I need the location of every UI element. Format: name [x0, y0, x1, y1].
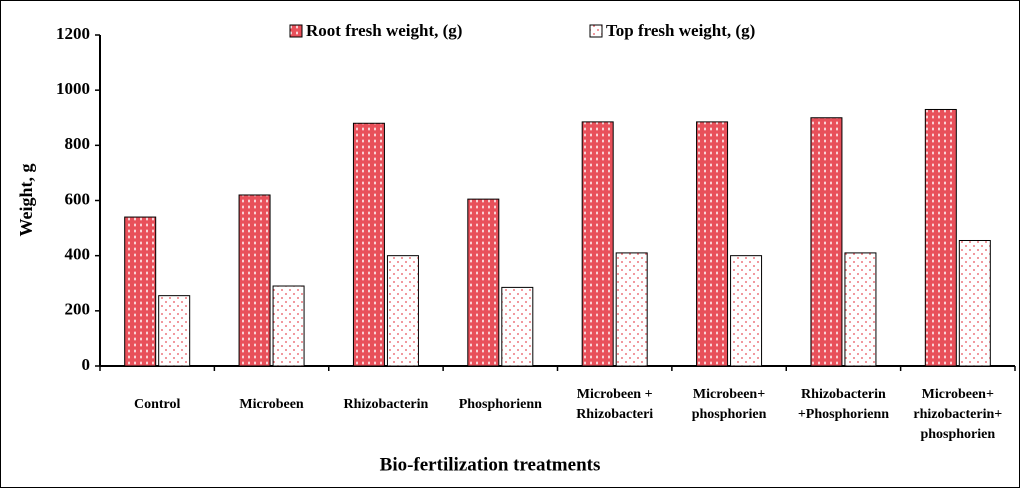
y-tick-label: 200: [65, 300, 91, 319]
x-tick-label: Microbeen+: [693, 387, 765, 402]
x-tick-label: phosphorien: [692, 407, 767, 422]
x-tick-label: Microbeen +: [577, 387, 653, 402]
bar: [124, 216, 157, 367]
y-tick-label: 1200: [56, 24, 90, 43]
bar: [958, 239, 991, 367]
bar: [581, 121, 614, 367]
x-tick-label: +Phosphorienn: [798, 407, 889, 422]
bar: [238, 194, 271, 367]
bar: [696, 121, 729, 367]
x-tick-label: Microbeen: [239, 397, 303, 412]
y-axis-label: Weight, g: [16, 163, 36, 236]
x-tick-label: Rhizobacterin: [801, 387, 886, 402]
x-tick-label: rhizobacterin+: [913, 407, 1002, 422]
legend-label: Root fresh weight, (g): [306, 21, 462, 40]
x-tick-label: Control: [134, 397, 181, 412]
bar: [386, 255, 419, 367]
bar: [467, 198, 500, 367]
y-tick-label: 400: [65, 245, 91, 264]
y-tick-label: 600: [65, 189, 91, 208]
x-axis-label: Bio-fertilization treatments: [380, 454, 601, 475]
y-tick-label: 1000: [56, 79, 90, 98]
y-tick-label: 800: [65, 134, 91, 153]
bar: [272, 285, 305, 367]
x-tick-label: Microbeen+: [922, 387, 994, 402]
bar: [730, 255, 763, 367]
bar: [615, 252, 648, 367]
x-tick-label: phosphorien: [920, 427, 995, 442]
bar: [844, 252, 877, 367]
x-tick-label: Rhizobacterin: [344, 397, 429, 412]
bar: [352, 122, 385, 367]
legend-swatch: [589, 24, 603, 38]
bar: [501, 286, 534, 367]
bar: [158, 295, 191, 367]
y-tick-label: 0: [82, 355, 91, 374]
legend-label: Top fresh weight, (g): [606, 21, 755, 40]
x-tick-label: Phosphorienn: [459, 397, 542, 412]
bar: [810, 117, 843, 367]
x-tick-label: Rhizobacteri: [576, 407, 653, 422]
legend-swatch: [289, 24, 303, 38]
bar: [924, 108, 957, 367]
